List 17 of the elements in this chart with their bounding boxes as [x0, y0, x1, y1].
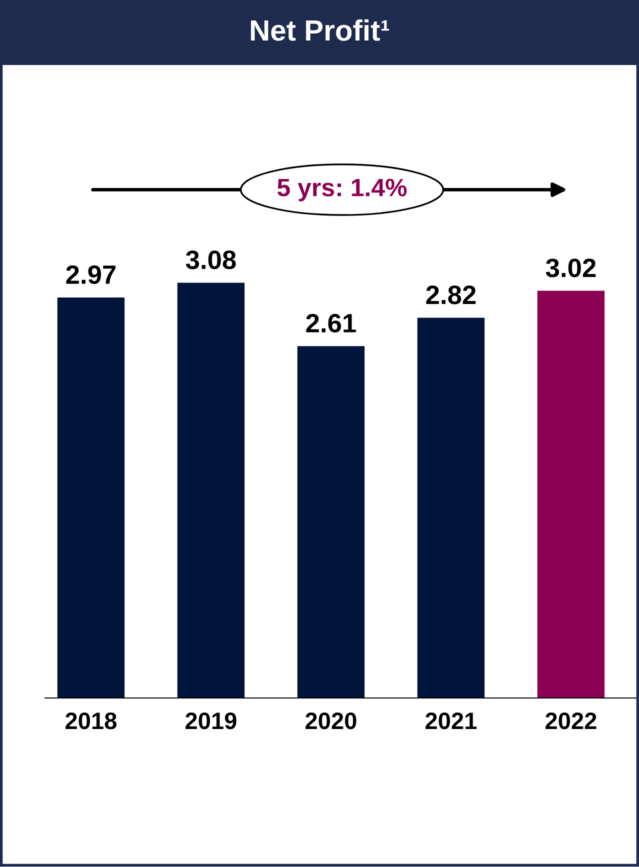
- x-tick-label: 2020: [306, 712, 356, 730]
- data-label: 2.61: [306, 314, 356, 333]
- chart-title: Net Profit¹: [250, 19, 390, 41]
- data-label: 2.97: [66, 265, 116, 284]
- x-tick-label: 2018: [66, 712, 116, 730]
- bar: [57, 298, 125, 698]
- data-label: 3.02: [546, 258, 596, 278]
- x-tick-label: 2021: [426, 712, 477, 730]
- x-tick-label: 2019: [186, 712, 236, 730]
- bar: [537, 290, 605, 698]
- data-label: 2.82: [426, 286, 476, 304]
- bar: [417, 318, 485, 698]
- data-label: 3.08: [186, 250, 236, 270]
- bar: [177, 282, 245, 698]
- text: 5 yrs: 1.4%: [277, 178, 407, 202]
- bar: [297, 346, 365, 698]
- x-tick-label: 2022: [546, 712, 596, 730]
